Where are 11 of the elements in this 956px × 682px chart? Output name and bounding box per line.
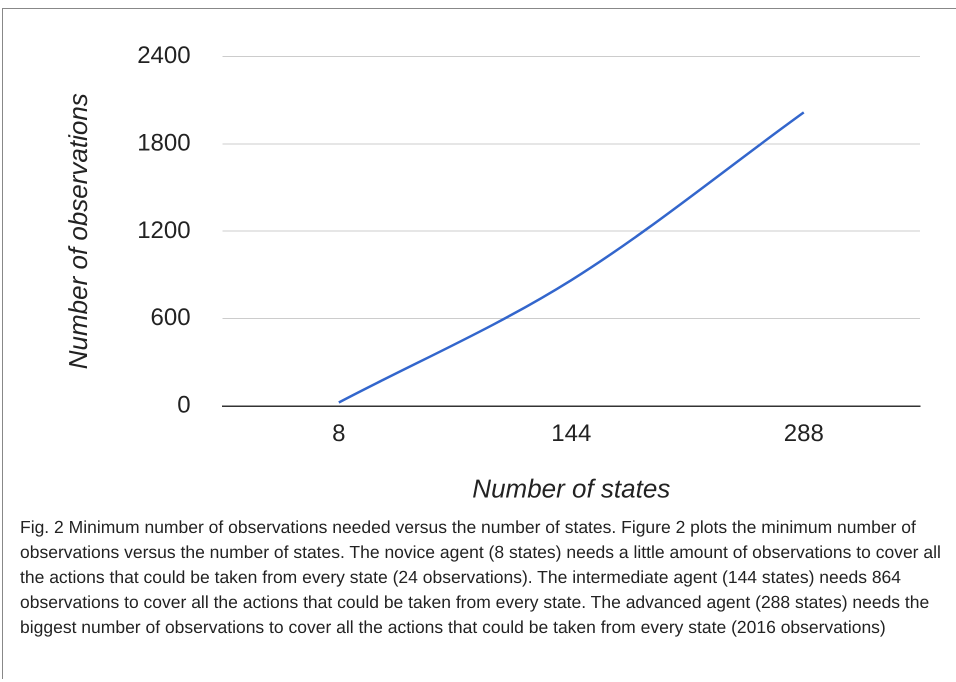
y-tick-label: 1200	[137, 216, 191, 244]
y-tick-label: 2400	[137, 42, 191, 70]
x-axis-title: Number of states	[472, 474, 670, 504]
x-tick-label: 8	[332, 420, 346, 448]
y-tick-label: 0	[177, 392, 191, 419]
y-axis-title: Number of observations	[62, 93, 93, 370]
caption: Fig. 2 Minimum number of observations needed versus the number of states. Figure 2 plots the minimum number of observations versus the number of states. The novice agent (8 states) needs a little amount of observations to cover all the actions that could be taken from every state (24 observations). The intermediate agent (144 states) needs 864 observations to cover all the actions that could be taken from every state. The advanced agent (288 states) needs the biggest number of observations to cover all the actions that could be taken from every state (2016 observations)	[20, 516, 942, 639]
y-tick-label: 1800	[137, 129, 191, 156]
x-tick-label: 288	[784, 420, 824, 448]
x-tick-label: 144	[551, 420, 592, 448]
y-tick-label: 600	[150, 304, 191, 332]
